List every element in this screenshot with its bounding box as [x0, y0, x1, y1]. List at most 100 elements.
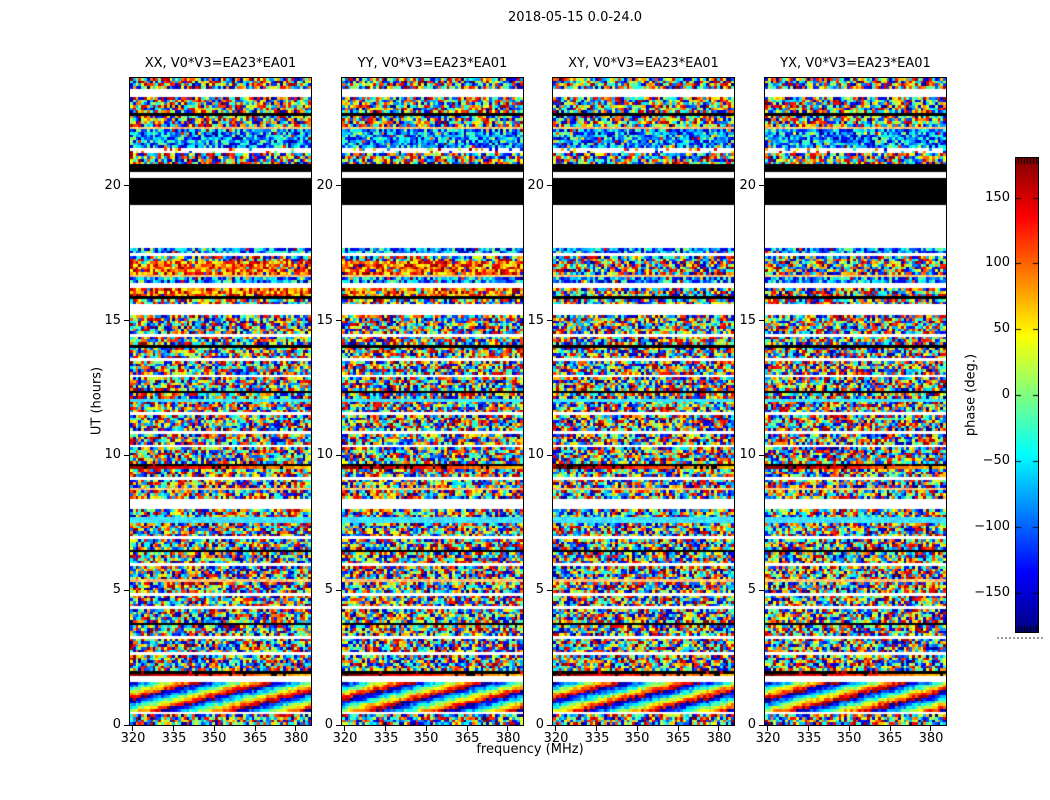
colorbar-tick-label: −100	[974, 519, 1010, 534]
x-tick-label: 350	[413, 731, 439, 746]
y-tick-label: 20	[739, 178, 756, 193]
y-tick-mark	[336, 725, 341, 726]
heatmap-panel-yy	[341, 77, 524, 726]
colorbar-canvas	[1016, 158, 1038, 632]
x-tick-mark	[678, 726, 679, 731]
subplot-title-xy: XY, V0*V3=EA23*EA01	[568, 56, 719, 71]
y-tick-mark	[759, 185, 764, 186]
x-tick-mark	[295, 726, 296, 731]
heatmap-panel-yx	[764, 77, 947, 726]
y-tick-mark	[124, 320, 129, 321]
x-tick-label: 335	[161, 731, 187, 746]
y-tick-label: 0	[747, 717, 756, 732]
x-tick-label: 350	[201, 731, 227, 746]
y-tick-label: 10	[104, 447, 121, 462]
heatmap-canvas-yy	[342, 78, 523, 725]
y-tick-label: 15	[316, 313, 333, 328]
y-tick-mark	[759, 320, 764, 321]
x-tick-mark	[385, 726, 386, 731]
y-tick-label: 0	[535, 717, 544, 732]
x-tick-mark	[344, 726, 345, 731]
y-tick-mark	[124, 185, 129, 186]
y-tick-mark	[547, 320, 552, 321]
x-tick-mark	[930, 726, 931, 731]
y-tick-mark	[759, 455, 764, 456]
x-tick-mark	[596, 726, 597, 731]
x-tick-label: 365	[877, 731, 903, 746]
y-tick-mark	[547, 590, 552, 591]
x-tick-mark	[555, 726, 556, 731]
y-axis-label: UT (hours)	[89, 366, 105, 436]
y-tick-label: 20	[316, 178, 333, 193]
colorbar-tick-label: 50	[993, 321, 1010, 336]
x-tick-label: 335	[373, 731, 399, 746]
x-tick-mark	[467, 726, 468, 731]
y-tick-mark	[759, 725, 764, 726]
heatmap-canvas-xy	[553, 78, 734, 725]
x-tick-label: 380	[918, 731, 944, 746]
y-tick-label: 5	[747, 582, 756, 597]
heatmap-panel-xy	[552, 77, 735, 726]
colorbar-tick-label: 150	[985, 190, 1010, 205]
y-tick-label: 5	[324, 582, 333, 597]
x-tick-label: 350	[836, 731, 862, 746]
y-tick-label: 10	[739, 447, 756, 462]
subplot-title-yy: YY, V0*V3=EA23*EA01	[357, 56, 508, 71]
y-tick-mark	[547, 725, 552, 726]
colorbar-extend-dots	[997, 637, 1043, 639]
subplot-title-yx: YX, V0*V3=EA23*EA01	[780, 56, 931, 71]
x-tick-label: 365	[665, 731, 691, 746]
y-tick-mark	[336, 320, 341, 321]
x-tick-label: 365	[454, 731, 480, 746]
y-tick-mark	[124, 725, 129, 726]
x-tick-mark	[718, 726, 719, 731]
y-tick-mark	[759, 590, 764, 591]
colorbar-tick-label: −150	[974, 585, 1010, 600]
y-tick-label: 10	[527, 447, 544, 462]
x-tick-label: 350	[624, 731, 650, 746]
x-tick-label: 320	[120, 731, 146, 746]
x-tick-mark	[173, 726, 174, 731]
figure-title: 2018-05-15 0.0-24.0	[508, 10, 642, 25]
heatmap-panel-xx	[129, 77, 312, 726]
colorbar	[1015, 157, 1039, 633]
x-tick-mark	[132, 726, 133, 731]
y-tick-mark	[547, 455, 552, 456]
x-tick-mark	[637, 726, 638, 731]
x-tick-label: 335	[584, 731, 610, 746]
heatmap-canvas-xx	[130, 78, 311, 725]
x-tick-label: 380	[706, 731, 732, 746]
y-tick-mark	[336, 185, 341, 186]
x-tick-mark	[808, 726, 809, 731]
x-tick-label: 380	[495, 731, 521, 746]
y-tick-label: 20	[104, 178, 121, 193]
subplot-title-xx: XX, V0*V3=EA23*EA01	[144, 56, 297, 71]
x-tick-label: 335	[796, 731, 822, 746]
y-tick-mark	[547, 185, 552, 186]
y-tick-mark	[124, 455, 129, 456]
y-tick-label: 0	[112, 717, 121, 732]
x-tick-mark	[426, 726, 427, 731]
y-tick-label: 10	[316, 447, 333, 462]
y-tick-label: 5	[535, 582, 544, 597]
y-tick-label: 15	[104, 313, 121, 328]
y-tick-mark	[336, 590, 341, 591]
heatmap-canvas-yx	[765, 78, 946, 725]
x-tick-mark	[507, 726, 508, 731]
y-tick-label: 20	[527, 178, 544, 193]
colorbar-tick-label: 100	[985, 255, 1010, 270]
x-tick-label: 320	[755, 731, 781, 746]
x-tick-mark	[255, 726, 256, 731]
y-tick-label: 5	[112, 582, 121, 597]
x-tick-mark	[214, 726, 215, 731]
x-tick-mark	[849, 726, 850, 731]
x-tick-label: 320	[332, 731, 358, 746]
y-tick-mark	[124, 590, 129, 591]
x-tick-mark	[767, 726, 768, 731]
y-tick-label: 0	[324, 717, 333, 732]
colorbar-tick-label: 0	[1001, 387, 1010, 402]
x-tick-label: 365	[242, 731, 268, 746]
y-tick-label: 15	[527, 313, 544, 328]
x-tick-label: 380	[283, 731, 309, 746]
